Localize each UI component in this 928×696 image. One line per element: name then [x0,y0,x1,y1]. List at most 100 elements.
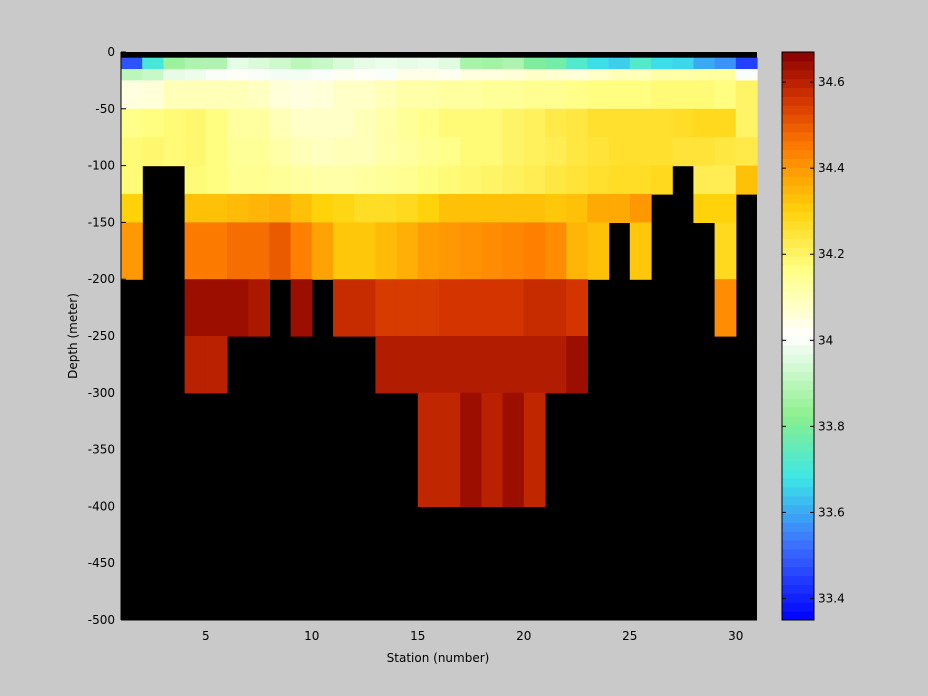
heatmap-cell [311,137,334,167]
heatmap-cell [481,336,504,394]
colorbar-band [782,549,814,559]
colorbar-band [782,176,814,186]
heatmap-cell [375,222,398,280]
heatmap-cell [311,69,334,81]
colorbar-band [782,69,814,80]
heatmap-cell [354,69,376,81]
heatmap-cell [651,108,673,138]
colorbar-band [782,149,814,159]
colorbar-band [782,123,814,133]
heatmap-cell [227,279,249,337]
heatmap-cell [587,222,610,280]
heatmap-cell [290,69,313,81]
heatmap-cell [714,279,737,337]
heatmap-cell [523,57,546,70]
colorbar-band [782,211,814,222]
heatmap-cell [184,57,207,70]
colorbar-band [782,584,814,594]
heatmap-cell [481,222,504,280]
heatmap-cell [290,108,313,138]
colorbar-band [782,194,814,204]
heatmap-cell [417,108,440,138]
heatmap-cell [523,222,546,280]
heatmap-cell [460,165,482,195]
heatmap-cell [566,279,588,337]
heatmap-cell [651,165,673,195]
heatmap-cell [375,194,398,223]
heatmap-cell [396,69,419,81]
heatmap-cell [545,279,567,337]
colorbar-band [782,540,814,550]
heatmap-cell [248,194,270,223]
colorbar-tick-label: 33.6 [818,505,845,519]
heatmap-cell [672,137,694,167]
y-tick-label: -150 [88,215,115,229]
heatmap-cell [333,57,355,70]
heatmap-cell [672,69,694,81]
colorbar-band [782,469,814,479]
heatmap-cell [205,222,228,280]
colorbar [781,51,815,621]
heatmap-cell [290,57,313,70]
heatmap-cell [311,80,334,110]
colorbar-band [782,247,814,257]
heatmap-cell [248,108,270,138]
heatmap-cell [417,279,440,337]
heatmap-cell [651,80,673,110]
heatmap-cell [184,165,207,195]
heatmap-cell [523,108,546,138]
colorbar-band [782,185,814,195]
heatmap-cell [629,57,652,70]
colorbar-band [782,105,814,115]
heatmap-cell [629,137,652,167]
heatmap-cell [460,392,482,507]
heatmap-cell [375,108,398,138]
colorbar-band [782,291,814,301]
heatmap-cell [354,108,376,138]
heatmap-cell [227,222,249,280]
heatmap-cell [523,194,546,223]
colorbar-band [782,478,814,488]
heatmap-cell [248,80,270,110]
y-tick-label: -200 [88,272,115,286]
heatmap-cell [545,222,567,280]
heatmap-cell [290,279,313,337]
heatmap-cell [205,279,228,337]
heatmap-cell [545,108,567,138]
heatmap-cell [333,80,355,110]
colorbar-band [782,575,814,585]
heatmap-cell [290,222,313,280]
heatmap-cell [672,57,694,70]
y-tick-label: -450 [88,556,115,570]
colorbar-band [782,362,814,372]
heatmap-cell [354,80,376,110]
colorbar-band [782,229,814,239]
heatmap-cell [608,194,631,223]
heatmap-cell [735,108,758,138]
x-axis: 5 10 15 20 25 30 [121,615,757,643]
heatmap-cell [227,165,249,195]
heatmap-cell [523,336,546,394]
heatmap-cell [439,69,461,81]
heatmap-cell [439,336,461,394]
colorbar-band [782,371,814,381]
heatmap-cell [205,165,228,195]
heatmap-cell [693,194,716,223]
heatmap-plot-area [121,52,758,620]
heatmap-cell [714,165,737,195]
heatmap-cell [481,279,504,337]
heatmap-cell [333,222,355,280]
heatmap-cell [502,69,525,81]
heatmap-cell [608,137,631,167]
heatmap-cell [629,108,652,138]
heatmap-cell [481,194,504,223]
colorbar-band [782,380,814,390]
colorbar-band [782,442,814,452]
heatmap-cell [693,57,716,70]
colorbar-band [782,398,814,408]
heatmap-cell [248,137,270,167]
heatmap-cell [629,165,652,195]
heatmap-cell [523,165,546,195]
heatmap-cell [333,69,355,81]
